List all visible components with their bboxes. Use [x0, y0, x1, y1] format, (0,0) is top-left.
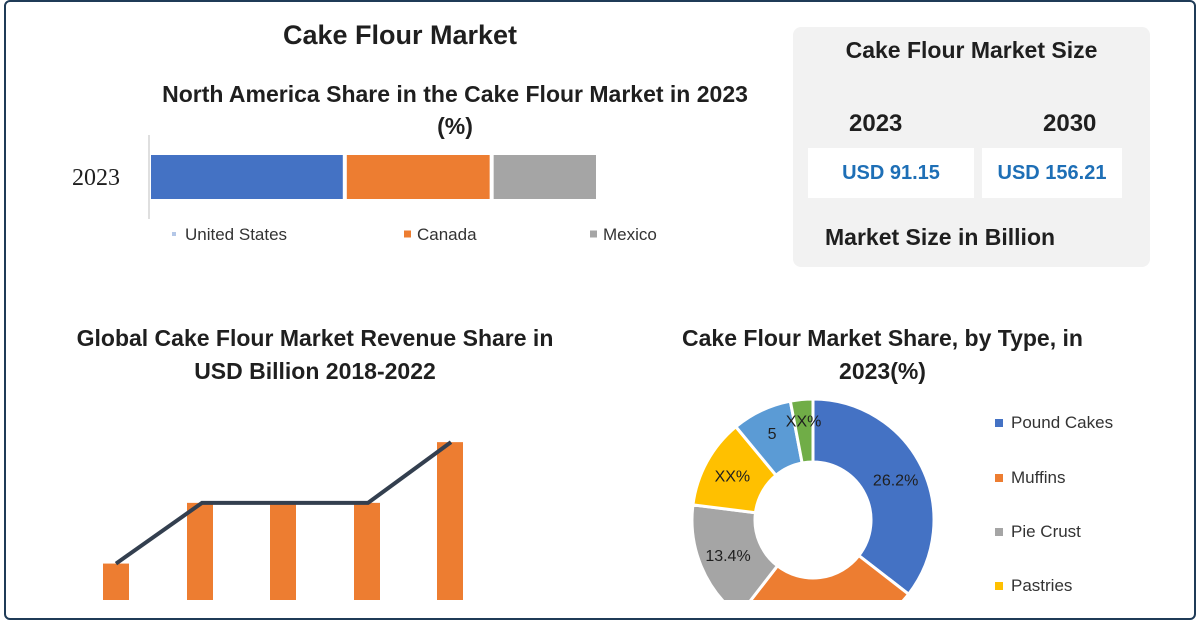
na-bar-mexico [493, 155, 596, 199]
donut-label-5: XX% [786, 413, 822, 430]
na-legend-swatch [172, 232, 176, 236]
revenue-chart-title: Global Cake Flour Market Revenue Share i… [76, 325, 554, 384]
type-legend-item: Muffins [995, 468, 1066, 488]
revenue-bar-2021 [354, 502, 380, 600]
type-legend-item: Pastries [995, 576, 1072, 596]
donut-label-0: 26.2% [873, 473, 918, 490]
donut-label-4: 5 [768, 426, 777, 443]
na-legend-swatch [590, 230, 597, 238]
na-legend-swatch [404, 230, 411, 238]
value-2030-box: USD 156.21 [982, 148, 1122, 198]
year-2023-label: 2023 [849, 110, 903, 137]
value-2030: USD 156.21 [997, 161, 1107, 184]
type-legend-swatch [995, 582, 1003, 590]
na-share-chart: 2023 United States Canada Mexico [72, 135, 657, 244]
type-legend-label: Pound Cakes [1011, 413, 1114, 432]
revenue-bar-2018 [103, 563, 129, 600]
revenue-trend-line [114, 440, 453, 566]
type-legend-swatch [995, 528, 1003, 536]
donut-label-3: XX% [715, 469, 751, 486]
na-legend-label: Mexico [603, 225, 657, 244]
donut-slice-1 [749, 553, 911, 600]
type-legend-swatch [995, 474, 1003, 482]
type-legend-label: Muffins [1011, 468, 1066, 487]
na-legend-label: United States [185, 225, 287, 244]
na-chart-title: North America Share in the Cake Flour Ma… [162, 81, 748, 139]
page-title: Cake Flour Market [282, 20, 518, 50]
type-legend-item: Pound Cakes [995, 413, 1113, 433]
value-2023: USD 91.15 [842, 161, 940, 184]
value-2023-box: USD 91.15 [808, 148, 974, 198]
revenue-bar-2020 [270, 502, 296, 600]
type-legend-item: Pie Crust [995, 522, 1081, 542]
na-category-label: 2023 [72, 165, 120, 191]
market-size-panel: Cake Flour Market Size 2023 2030 USD 91.… [793, 27, 1150, 267]
revenue-bar-2022 [437, 442, 463, 600]
market-size-unit: Market Size in Billion [825, 224, 1056, 250]
type-legend-swatch [995, 419, 1003, 427]
type-chart-title: Cake Flour Market Share, by Type, in 202… [682, 325, 1083, 384]
donut-slice-5 [788, 397, 815, 465]
na-legend-label: Canada [417, 225, 477, 244]
na-bar-united-states [151, 155, 343, 199]
year-2030-label: 2030 [1043, 110, 1097, 137]
revenue-bar-2019 [187, 502, 213, 600]
type-legend-label: Pastries [1011, 576, 1073, 595]
market-size-title: Cake Flour Market Size [845, 37, 1098, 63]
revenue-chart [103, 440, 463, 600]
donut-label-2: 13.4% [705, 548, 750, 565]
donut-slice-0 [811, 397, 936, 597]
na-bar-canada [346, 155, 490, 199]
type-share-donut: 26.2% 13.4% XX% 5 XX% [690, 397, 936, 600]
type-legend-label: Pie Crust [1011, 522, 1081, 541]
